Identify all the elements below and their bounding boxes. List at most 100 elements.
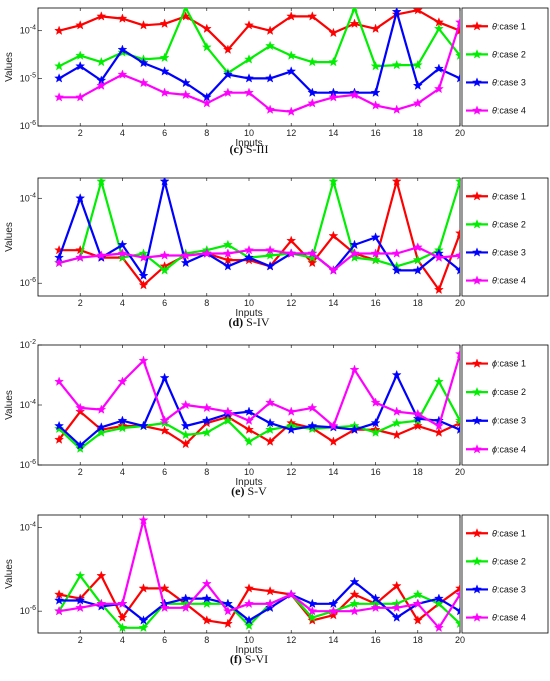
series-line-case-4 (58, 246, 460, 272)
y-tick-label: 10-5 (20, 72, 36, 83)
x-axis-label: Inputs (235, 138, 262, 149)
data-point-case-3 (391, 369, 402, 380)
data-point-case-4 (328, 92, 339, 102)
data-point-case-4 (96, 404, 107, 414)
data-point-case-4 (391, 602, 402, 613)
data-point-case-3 (370, 417, 381, 428)
x-tick-label: 10 (244, 128, 254, 138)
data-point-case-2 (265, 250, 276, 260)
legend-swatch-marker (472, 105, 482, 115)
data-point-case-3 (117, 44, 128, 54)
legend-label-case-3: θ:case 3 (492, 584, 526, 594)
data-point-case-1 (201, 23, 212, 33)
data-point-case-4 (286, 248, 297, 258)
data-point-case-1 (455, 228, 460, 238)
y-tick-label: 10-6 (20, 277, 36, 288)
legend-swatch-marker (472, 415, 482, 425)
data-point-case-4 (180, 250, 191, 260)
x-axis-label: Inputs (235, 645, 262, 656)
x-axis-label: Inputs (235, 477, 262, 488)
data-point-case-4 (328, 605, 339, 616)
data-point-case-4 (75, 602, 86, 613)
data-point-case-4 (159, 87, 170, 97)
data-point-case-3 (180, 593, 191, 603)
data-point-case-4 (222, 406, 233, 416)
x-tick-label: 6 (162, 128, 167, 138)
data-point-case-3 (159, 178, 170, 186)
data-point-case-4 (138, 515, 149, 525)
data-point-case-3 (265, 261, 276, 271)
data-point-case-1 (75, 406, 86, 416)
data-point-case-2 (222, 239, 233, 250)
data-point-case-1 (391, 178, 402, 186)
data-point-case-3 (412, 80, 423, 90)
data-point-case-3 (201, 415, 212, 425)
data-point-case-4 (201, 402, 212, 413)
series-line-case-4 (58, 519, 460, 629)
data-point-case-4 (349, 89, 360, 100)
data-point-case-4 (433, 420, 444, 431)
y-axis-label: Values (4, 52, 15, 82)
x-tick-label: 18 (413, 635, 423, 645)
data-point-case-4 (433, 83, 444, 94)
x-tick-label: 14 (328, 635, 338, 645)
data-point-case-4 (391, 104, 402, 114)
data-point-case-2 (117, 622, 128, 632)
data-point-case-4 (244, 87, 254, 97)
data-point-case-3 (96, 422, 107, 432)
data-point-case-4 (349, 605, 360, 616)
data-point-case-2 (455, 618, 460, 628)
data-point-case-3 (244, 73, 254, 83)
data-point-case-4 (117, 376, 128, 386)
x-tick-label: 14 (328, 128, 338, 138)
data-point-case-4 (159, 250, 170, 260)
data-point-case-3 (244, 252, 254, 262)
data-point-case-4 (433, 252, 444, 262)
data-point-case-3 (370, 87, 381, 97)
x-tick-label: 16 (371, 298, 381, 308)
legend-swatch-marker (472, 444, 482, 454)
data-point-case-3 (412, 413, 423, 423)
data-point-case-1 (265, 586, 276, 596)
data-point-case-2 (307, 612, 318, 622)
data-point-case-3 (328, 598, 339, 608)
series-line-case-3 (58, 10, 460, 99)
x-tick-label: 12 (286, 467, 296, 477)
plot-area (54, 8, 460, 116)
data-point-case-3 (180, 257, 191, 268)
data-point-case-4 (265, 104, 276, 114)
data-point-case-4 (349, 248, 360, 258)
data-point-case-4 (328, 420, 339, 431)
data-point-case-4 (412, 98, 423, 108)
data-point-case-4 (286, 406, 297, 416)
legend-label-case-1: θ:case 1 (492, 528, 526, 538)
data-point-case-2 (244, 436, 254, 446)
legend-label-case-4: θ:case 4 (492, 276, 526, 286)
data-point-case-4 (222, 87, 233, 97)
data-point-case-3 (307, 420, 318, 431)
data-point-case-3 (265, 73, 276, 83)
data-point-case-3 (159, 66, 170, 76)
data-point-case-3 (370, 232, 381, 242)
data-point-case-1 (328, 230, 339, 241)
data-point-case-3 (138, 420, 149, 431)
data-point-case-3 (307, 598, 318, 608)
data-point-case-2 (328, 178, 339, 186)
data-point-case-1 (159, 425, 170, 435)
x-tick-label: 12 (286, 128, 296, 138)
x-tick-label: 8 (204, 467, 209, 477)
data-point-case-2 (412, 254, 423, 265)
data-point-case-1 (370, 23, 381, 33)
x-tick-label: 20 (455, 467, 465, 477)
data-point-case-3 (433, 63, 444, 73)
data-point-case-1 (201, 615, 212, 625)
x-tick-label: 18 (413, 128, 423, 138)
data-point-case-4 (307, 98, 318, 108)
data-point-case-2 (286, 50, 297, 60)
data-point-case-1 (328, 436, 339, 446)
legend-label-case-3: ϕ:case 3 (492, 416, 526, 426)
data-point-case-4 (455, 250, 460, 260)
data-point-case-1 (117, 612, 128, 622)
data-point-case-2 (138, 622, 149, 632)
plot-area (54, 515, 460, 632)
